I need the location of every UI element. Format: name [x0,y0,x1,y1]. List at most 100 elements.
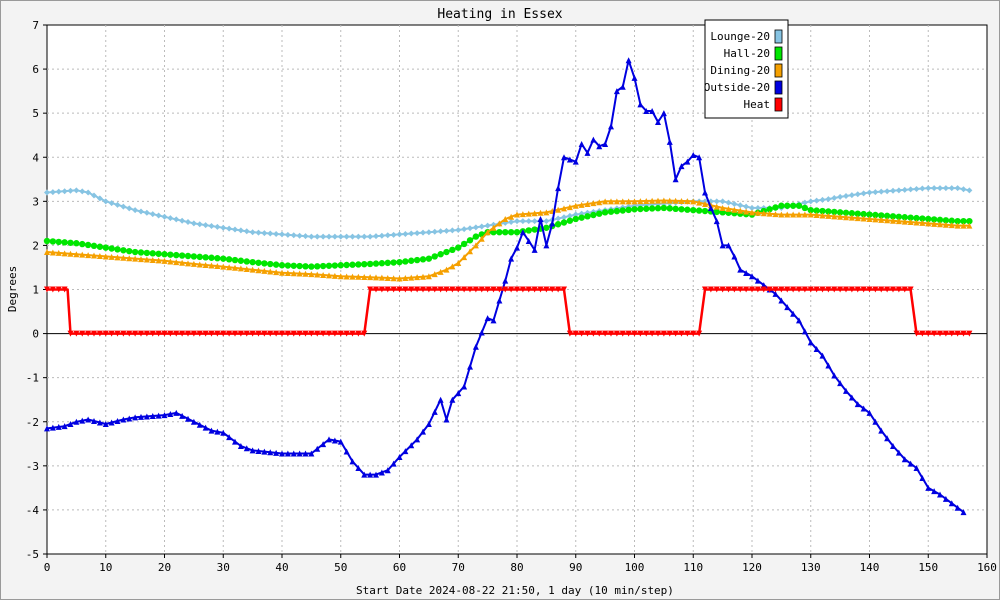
data-point-heat [44,286,50,293]
data-point-lounge-20 [437,228,444,235]
data-point-heat [496,286,503,293]
data-point-heat [801,286,808,293]
data-point-dining-20 [361,273,368,280]
data-point-dining-20 [825,212,832,219]
data-point-outside-20 [331,437,338,444]
data-point-outside-20 [743,269,750,276]
data-point-hall-20 [883,212,891,220]
data-point-dining-20 [384,274,391,281]
data-point-outside-20 [44,425,50,432]
data-point-hall-20 [572,215,579,223]
data-point-dining-20 [613,198,620,205]
data-point-outside-20 [572,158,579,165]
data-point-hall-20 [167,251,174,258]
data-point-outside-20 [843,387,849,394]
data-point-hall-20 [607,208,615,215]
data-point-lounge-20 [196,221,203,228]
legend-swatch-hall-20 [774,46,783,61]
data-point-lounge-20 [214,223,221,230]
data-point-hall-20 [819,207,826,215]
data-point-outside-20 [878,427,885,434]
data-point-dining-20 [590,200,597,207]
data-point-hall-20 [337,262,344,269]
data-point-dining-20 [508,213,515,220]
data-point-lounge-20 [361,233,368,240]
data-point-hall-20 [290,262,297,269]
data-point-lounge-20 [243,228,250,235]
data-point-lounge-20 [854,191,861,198]
data-point-heat [61,286,68,293]
data-point-hall-20 [437,251,444,258]
data-point-heat [91,330,97,337]
data-point-hall-20 [631,206,638,213]
x-tick-label: 90 [569,561,582,574]
data-point-outside-20 [302,450,309,457]
data-point-heat [467,286,473,293]
data-point-hall-20 [61,239,68,246]
data-point-dining-20 [496,220,503,227]
data-point-hall-20 [243,258,250,265]
data-point-outside-20 [202,424,209,431]
data-point-hall-20 [930,216,938,223]
data-point-heat [796,286,802,293]
data-point-heat [531,286,538,293]
data-point-outside-20 [472,343,479,350]
data-point-heat [478,286,485,293]
data-point-outside-20 [895,449,902,456]
data-point-heat [613,330,620,337]
data-point-heat [713,286,720,293]
data-point-hall-20 [637,205,644,213]
data-point-heat [267,330,274,337]
data-point-outside-20 [942,495,949,502]
data-point-hall-20 [319,262,327,270]
data-point-hall-20 [366,260,374,268]
data-point-outside-20 [267,449,274,456]
data-point-heat [302,330,309,337]
y-tick-label: 3 [32,195,39,208]
data-point-heat [196,330,203,337]
data-point-heat [784,286,791,293]
data-point-heat [860,286,867,293]
data-point-hall-20 [601,209,609,216]
data-point-lounge-20 [273,230,280,237]
data-point-heat [555,286,562,293]
series-hall-20 [43,202,973,270]
data-point-dining-20 [367,274,374,281]
data-point-outside-20 [948,500,955,507]
data-point-outside-20 [361,471,368,478]
data-point-lounge-20 [202,222,209,229]
data-point-heat [502,286,509,293]
data-point-outside-20 [596,143,603,150]
data-point-dining-20 [226,264,233,271]
data-point-lounge-20 [320,233,327,240]
data-point-dining-20 [331,272,338,279]
data-point-lounge-20 [143,209,150,216]
data-point-outside-20 [208,427,215,434]
data-point-dining-20 [155,257,162,264]
data-point-dining-20 [631,198,638,205]
data-point-dining-20 [208,262,215,269]
data-point-heat [707,286,714,293]
data-point-outside-20 [185,415,191,422]
data-point-outside-20 [578,141,585,148]
data-point-heat [314,330,321,337]
data-point-hall-20 [378,260,386,267]
data-point-dining-20 [185,260,191,267]
data-point-hall-20 [449,246,456,254]
data-point-hall-20 [284,262,292,269]
data-point-heat [120,330,127,337]
data-point-outside-20 [367,471,374,478]
data-point-lounge-20 [472,224,479,231]
data-point-lounge-20 [931,185,938,192]
data-point-dining-20 [696,199,703,206]
data-point-outside-20 [349,458,356,465]
data-point-lounge-20 [925,185,932,192]
data-point-heat [578,330,585,337]
x-tick-label: 80 [510,561,523,574]
data-point-heat [349,330,356,337]
data-point-lounge-20 [296,232,303,239]
data-point-outside-20 [120,416,127,423]
data-point-heat [760,286,767,293]
data-point-outside-20 [420,428,426,435]
data-point-outside-20 [484,315,491,322]
